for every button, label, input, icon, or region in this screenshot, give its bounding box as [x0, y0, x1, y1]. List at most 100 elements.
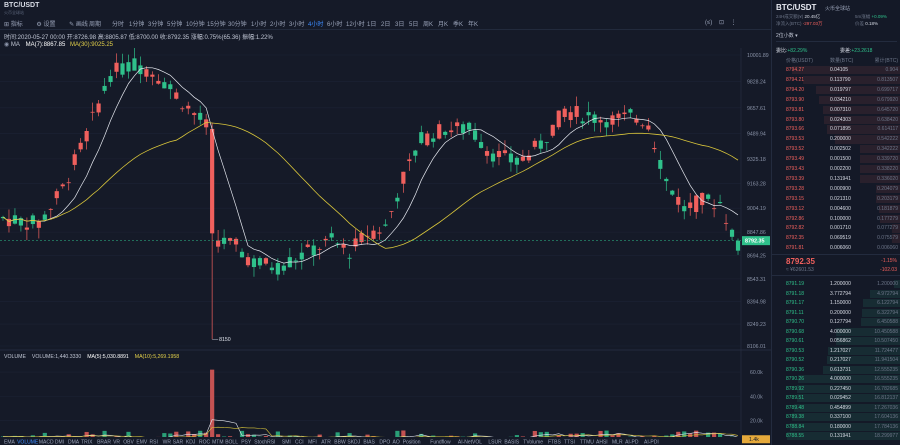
bid-row[interactable]: 8791.18 3.772794 4.972794: [772, 289, 900, 298]
indicator-tab[interactable]: MTM: [212, 440, 223, 445]
period-tab[interactable]: 6小时: [327, 22, 343, 28]
bid-row[interactable]: 8791.17 1.150000 6.122794: [772, 299, 900, 308]
ask-row[interactable]: 8794.20 0.019797 0.699717: [772, 85, 900, 95]
ask-row[interactable]: 8793.52 0.002502 0.342222: [772, 145, 900, 154]
period-tab[interactable]: 3日: [395, 22, 405, 28]
indicator-tab[interactable]: BRAR: [97, 440, 111, 445]
period-tab[interactable]: 年K: [468, 22, 479, 28]
indicator-tab[interactable]: BIAS: [363, 440, 375, 445]
period-tab[interactable]: 15分钟: [207, 22, 226, 28]
indicator-tab[interactable]: FTBS: [548, 440, 561, 445]
indicator-tab[interactable]: AI-NetVOL: [458, 440, 482, 445]
indicator-tab[interactable]: ATR: [321, 440, 331, 445]
indicator-tab[interactable]: DPO: [379, 440, 390, 445]
bid-row[interactable]: 8790.61 0.056862 10.507450: [772, 337, 900, 346]
ma-toggle-icon[interactable]: ◉: [4, 42, 10, 48]
ask-row[interactable]: 8793.80 0.024303 0.638420: [772, 115, 900, 124]
indicator-tab[interactable]: AI-PD: [625, 440, 639, 445]
indicator-button[interactable]: ⊞ 指标: [4, 22, 23, 28]
ask-row[interactable]: 8793.15 0.021310 0.203179: [772, 194, 900, 203]
indicator-tab[interactable]: PSY: [241, 440, 252, 445]
ask-row[interactable]: 8793.39 0.131941 0.336020: [772, 174, 900, 184]
indicator-tab[interactable]: CCI: [295, 440, 304, 445]
indicator-tab[interactable]: WR: [163, 440, 172, 445]
indicator-tab[interactable]: TVolume: [523, 440, 543, 445]
indicator-tab[interactable]: ROC: [199, 440, 211, 445]
bid-row[interactable]: 8790.52 0.217027 11.941504: [772, 356, 900, 365]
indicator-tab[interactable]: MACD: [39, 440, 54, 445]
indicator-tab[interactable]: SKDJ: [347, 440, 360, 445]
bid-row[interactable]: 8788.84 0.180000 17.784136: [772, 422, 900, 431]
indicator-tab[interactable]: StochRSI: [254, 440, 275, 445]
indicator-tab[interactable]: MFI: [308, 440, 317, 445]
indicator-tab[interactable]: DMA: [68, 440, 80, 445]
kline-chart[interactable]: 10001.89 9828.24 9657.61 9489.94 9325.18 9163…: [0, 48, 771, 445]
ask-row[interactable]: 8793.49 0.001500 0.339720: [772, 155, 900, 164]
more-icon[interactable]: ⋮: [730, 20, 737, 26]
ask-row[interactable]: 8793.90 0.034210 0.679920: [772, 95, 900, 104]
bid-row[interactable]: 8790.36 0.613731 12.555235: [772, 365, 900, 374]
indicator-tab[interactable]: OBV: [123, 440, 134, 445]
indicator-tab[interactable]: RSI: [150, 440, 158, 445]
bid-row[interactable]: 8790.70 0.127794 6.450588: [772, 318, 900, 327]
period-tab[interactable]: 4小时: [308, 22, 324, 28]
zoom-icon[interactable]: (≤): [705, 20, 713, 26]
indicator-tab[interactable]: AI-PDI: [644, 440, 659, 445]
indicator-tab[interactable]: Position: [403, 440, 421, 445]
bid-row[interactable]: 8788.55 0.131941 18.299977: [772, 432, 900, 441]
bid-row[interactable]: 8789.48 0.454899 17.267036: [772, 403, 900, 412]
indicator-tab[interactable]: BOLL: [225, 440, 238, 445]
bid-row[interactable]: 8790.53 1.217027 11.724477: [772, 346, 900, 355]
indicator-tab[interactable]: AHSI: [596, 440, 608, 445]
indicator-tab[interactable]: TTMU: [580, 440, 594, 445]
period-tab[interactable]: 30分钟: [228, 22, 247, 28]
ask-row[interactable]: 8792.35 0.069519 0.075579: [772, 234, 900, 243]
bid-row[interactable]: 8790.26 4.000000 16.555235: [772, 375, 900, 384]
ask-row[interactable]: 8793.28 0.000900 0.204079: [772, 184, 900, 194]
period-tab[interactable]: 1小时: [251, 22, 267, 28]
indicator-tab[interactable]: KDJ: [186, 440, 196, 445]
period-tab[interactable]: 1分钟: [129, 22, 145, 28]
period-tab[interactable]: 分时: [112, 22, 125, 28]
ask-row[interactable]: 8793.81 0.007310 0.645720: [772, 105, 900, 114]
indicator-tab[interactable]: DMI: [55, 440, 64, 445]
bid-row[interactable]: 8789.38 0.337100 17.604136: [772, 413, 900, 422]
period-tab[interactable]: 周K: [423, 22, 434, 28]
ask-row[interactable]: 8792.86 0.100000 0.177279: [772, 214, 900, 223]
indicator-tab[interactable]: LSUR: [488, 440, 502, 445]
indicator-tab[interactable]: EMV: [136, 440, 148, 445]
settings-button[interactable]: ⚙ 设置: [36, 22, 56, 28]
bid-row[interactable]: 8791.11 0.200000 6.322794: [772, 308, 900, 317]
ask-row[interactable]: 8793.43 0.002200 0.338220: [772, 165, 900, 174]
draw-button[interactable]: ✎ 画线: [69, 22, 88, 28]
fullscreen-icon[interactable]: ⊡: [718, 20, 724, 26]
bid-row[interactable]: 8790.68 4.000000 10.450588: [772, 327, 900, 336]
indicator-tab[interactable]: SAR: [173, 440, 184, 445]
period-tab[interactable]: 3分钟: [148, 22, 164, 28]
period-tab[interactable]: 10分钟: [186, 22, 205, 28]
period-tab[interactable]: 5分钟: [167, 22, 183, 28]
indicator-tab[interactable]: Fundflow: [430, 440, 451, 445]
period-tab[interactable]: 1日: [367, 22, 377, 28]
indicator-tab[interactable]: TTSI: [564, 440, 575, 445]
bid-row[interactable]: 8789.92 0.227450 16.782685: [772, 384, 900, 393]
ask-row[interactable]: 8793.53 0.200000 0.542222: [772, 135, 900, 144]
period-tab[interactable]: 2小时: [270, 22, 286, 28]
ask-row[interactable]: 8791.81 0.006060 0.006060: [772, 244, 900, 252]
indicator-tab[interactable]: TRIX: [81, 440, 93, 445]
ask-row[interactable]: 8794.27 0.04105 0.904: [772, 66, 900, 75]
bid-row[interactable]: 8789.51 0.029452 16.812137: [772, 394, 900, 403]
period-tab[interactable]: 季K: [453, 22, 464, 28]
indicator-tab[interactable]: EMA: [4, 440, 16, 445]
ask-row[interactable]: 8793.66 0.071895 0.614117: [772, 125, 900, 134]
indicator-tab[interactable]: VOLUME: [17, 440, 39, 445]
ask-row[interactable]: 8792.82 0.001710 0.077279: [772, 224, 900, 233]
indicator-tab[interactable]: BASIS: [504, 440, 519, 445]
period-tab[interactable]: 5日: [409, 22, 419, 28]
period-tab[interactable]: 12小时: [346, 22, 365, 28]
period-tab[interactable]: 3小时: [289, 22, 305, 28]
indicator-tab[interactable]: SMI: [282, 440, 291, 445]
indicator-tab[interactable]: BBW: [334, 440, 346, 445]
ask-row[interactable]: 8794.21 0.113790 0.813507: [772, 75, 900, 85]
indicator-tab[interactable]: MLR: [612, 440, 623, 445]
